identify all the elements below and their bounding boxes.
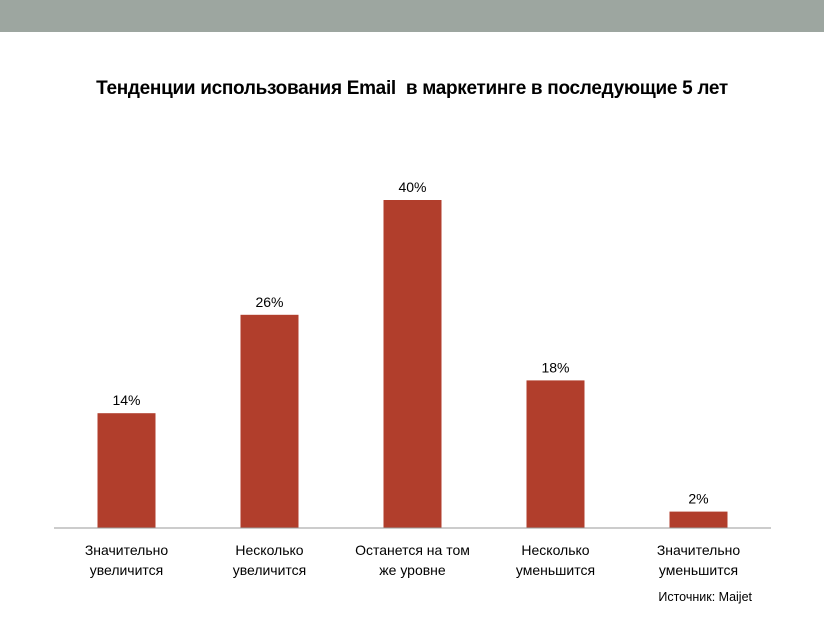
data-label-2: 26% — [255, 294, 283, 310]
source-note: Источник: Maijet — [658, 590, 752, 604]
category-label-5-line-2: уменьшится — [659, 562, 738, 578]
category-label-1-line-2: увеличится — [90, 562, 164, 578]
data-labels-layer: 14% 26% 40% 18% 2% — [112, 179, 708, 507]
bar-1 — [97, 413, 156, 528]
chart-title: Тенденции использования Email в маркетин… — [96, 78, 728, 99]
data-label-3: 40% — [398, 179, 426, 195]
data-label-1: 14% — [112, 392, 140, 408]
data-label-5: 2% — [688, 491, 708, 507]
bar-3 — [383, 200, 442, 528]
bar-4 — [526, 380, 585, 528]
category-label-3-line-1: Останется на том — [355, 542, 470, 558]
category-label-1-line-1: Значительно — [85, 542, 169, 558]
category-label-5-line-1: Значительно — [657, 542, 741, 558]
category-label-3-line-2: же уровне — [379, 562, 446, 578]
category-labels-layer: Значительно увеличится Несколько увеличится… — [85, 542, 741, 578]
category-label-2-line-2: увеличится — [233, 562, 307, 578]
category-label-4-line-1: Несколько — [521, 542, 589, 558]
data-label-4: 18% — [541, 359, 569, 375]
category-label-2-line-1: Несколько — [235, 542, 303, 558]
header-band — [0, 0, 824, 32]
bar-2 — [240, 314, 299, 528]
bars-layer — [97, 200, 728, 528]
category-label-4-line-2: уменьшится — [516, 562, 595, 578]
bar-5 — [669, 511, 728, 528]
